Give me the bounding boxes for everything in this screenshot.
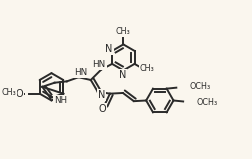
Text: HN: HN xyxy=(92,60,105,69)
Text: CH₃: CH₃ xyxy=(139,64,154,73)
Text: O: O xyxy=(15,89,23,99)
Text: OCH₃: OCH₃ xyxy=(196,98,217,107)
Text: HN: HN xyxy=(74,68,87,77)
Text: CH₃: CH₃ xyxy=(115,27,130,36)
Text: N: N xyxy=(105,44,112,54)
Text: CH₃: CH₃ xyxy=(2,88,16,97)
Text: N: N xyxy=(98,90,105,100)
Text: O: O xyxy=(98,104,106,114)
Text: NH: NH xyxy=(54,96,67,105)
Text: N: N xyxy=(118,70,125,80)
Text: OCH₃: OCH₃ xyxy=(189,82,210,91)
